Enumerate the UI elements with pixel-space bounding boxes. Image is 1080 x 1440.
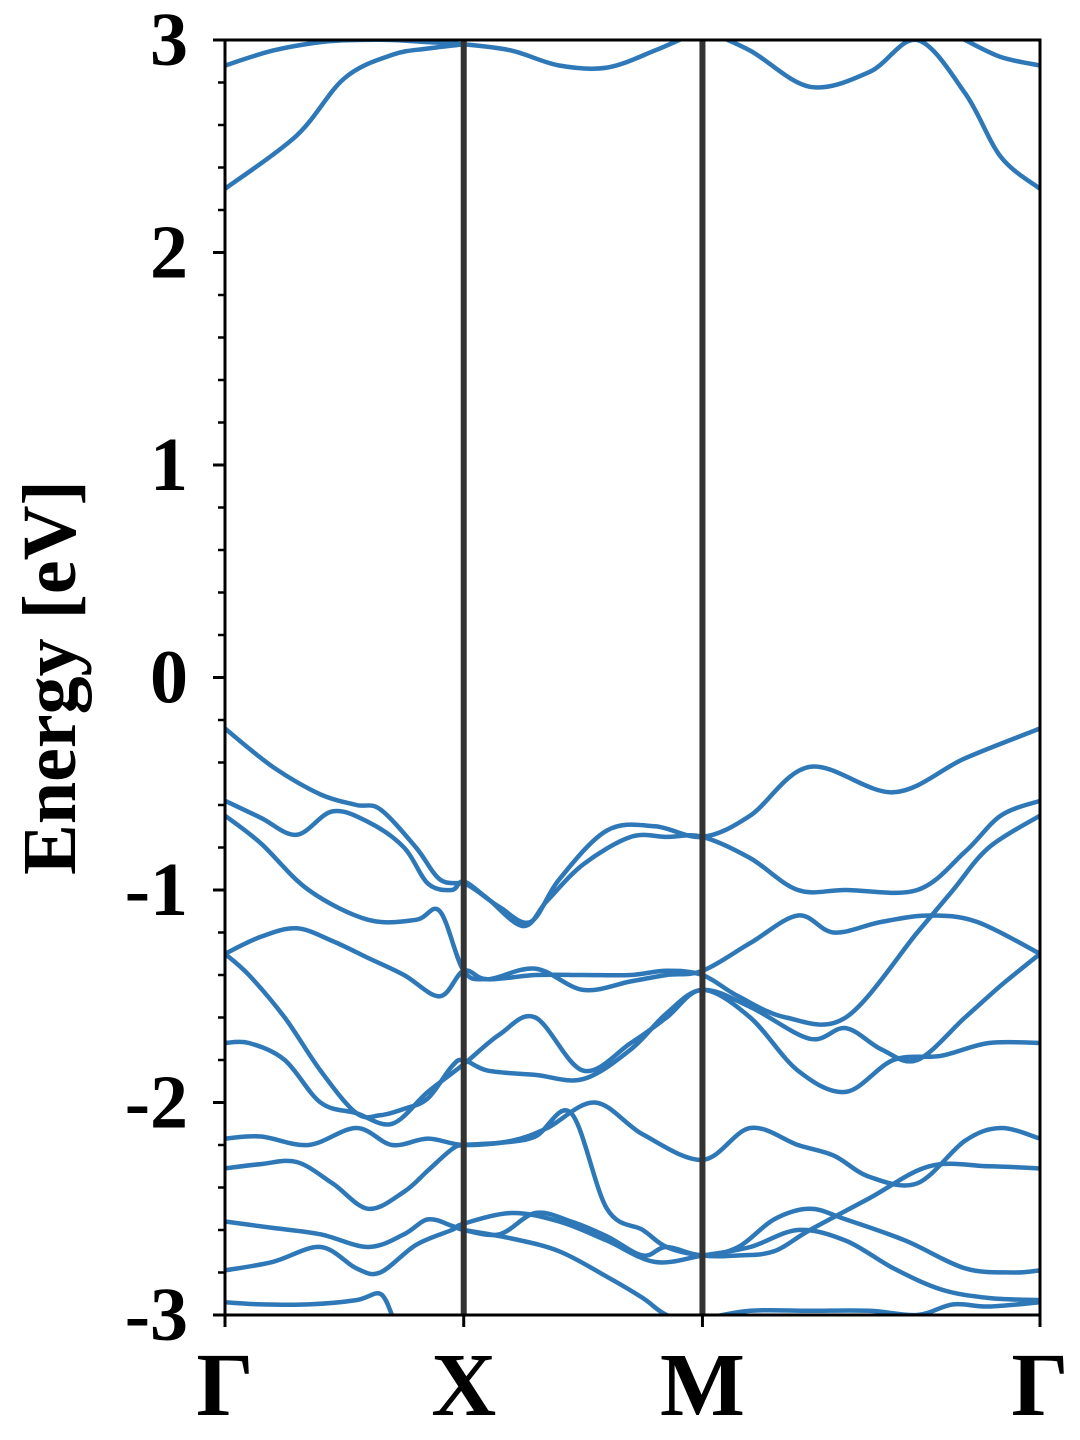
kpoint-lines <box>460 40 706 1315</box>
y-axis-ticks: 3 2 1 0 -1 -2 -3 <box>125 0 225 1357</box>
band-line-10 <box>225 987 1040 1127</box>
y-tick-label: -1 <box>125 848 188 932</box>
plot-frame <box>223 38 1042 1317</box>
band-line-5 <box>225 726 1040 926</box>
band-line-14 <box>225 1210 1040 1303</box>
x-tick-label: Γ <box>196 1336 253 1435</box>
x-tick-label: Γ <box>1011 1336 1068 1435</box>
band-line-12 <box>225 1108 1040 1259</box>
x-tick-label: M <box>660 1336 745 1435</box>
band-line-17 <box>711 1300 1040 1315</box>
y-tick-label: -3 <box>125 1273 188 1357</box>
band-line-11 <box>225 1100 1040 1188</box>
band-lines <box>225 40 1040 1315</box>
band-line-2 <box>225 42 466 192</box>
band-line-15 <box>225 1291 395 1315</box>
band-line-9 <box>225 951 1040 1120</box>
band-line-7 <box>225 813 1040 1027</box>
band-line-6 <box>225 798 1040 929</box>
y-tick-label: 1 <box>150 423 188 507</box>
band-line-13 <box>225 1206 1040 1275</box>
band-line-8 <box>225 913 1040 999</box>
y-tick-label: 0 <box>150 636 188 720</box>
x-tick-label: X <box>431 1336 496 1435</box>
y-tick-label: 3 <box>150 0 188 82</box>
band-line-3 <box>722 40 1040 192</box>
band-line-16 <box>461 1227 673 1315</box>
y-tick-label: 2 <box>150 211 188 295</box>
band-line-1 <box>225 40 685 72</box>
y-axis-label: Energy [eV] <box>8 480 92 875</box>
band-line-4 <box>962 40 1040 68</box>
y-tick-label: -2 <box>125 1061 188 1145</box>
